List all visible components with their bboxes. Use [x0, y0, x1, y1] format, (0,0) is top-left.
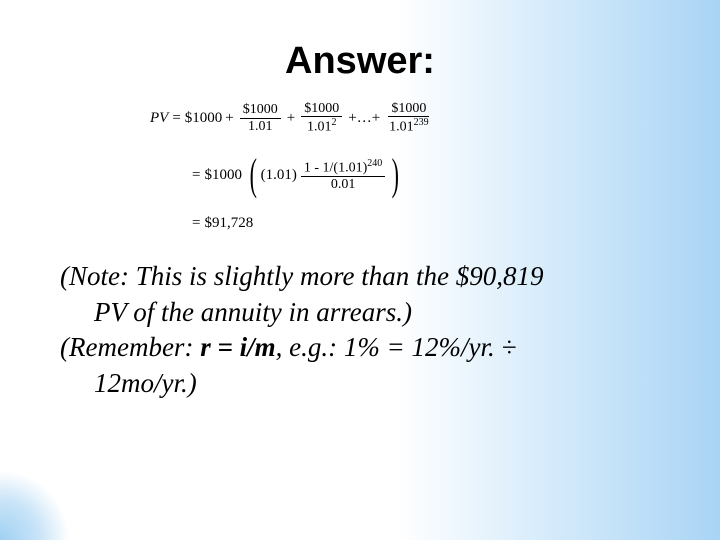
- fraction-n: $1000 1.01239: [386, 101, 432, 135]
- closed-den: 0.01: [328, 177, 359, 192]
- fraction-2: $1000 1.012: [301, 101, 342, 135]
- closed-num: 1 - 1/(1.01)240: [301, 158, 385, 177]
- right-paren-icon: ): [392, 153, 399, 197]
- note-line-1b: PV of the annuity in arrears.): [60, 296, 670, 330]
- fracn-num: $1000: [388, 101, 429, 117]
- equation-line-2: = $1000 ( (1.01) 1 - 1/(1.01)240 0.01 ): [192, 153, 670, 197]
- equals-sign-2: =: [192, 167, 200, 184]
- frac1-den: 1.01: [245, 119, 276, 134]
- note-line-2b: 12mo/yr.): [60, 367, 670, 401]
- equation-line-1: PV = $1000 + $1000 1.01 + $1000 1.012 +……: [150, 101, 670, 135]
- lead-coef: $1000: [204, 167, 242, 184]
- note-line-2a: (Remember: r = i/m, e.g.: 1% = 12%/yr. ÷: [60, 331, 670, 365]
- left-paren-icon: (: [250, 153, 257, 197]
- fraction-1: $1000 1.01: [240, 102, 281, 134]
- pv-symbol: PV: [150, 110, 168, 127]
- plus-2: +: [287, 110, 295, 127]
- note-2c-text: , e.g.: 1% = 12%/yr. ÷: [276, 332, 517, 362]
- inner-factor: (1.01): [261, 167, 297, 184]
- equation-line-3: = $91,728: [192, 215, 670, 232]
- note-line-1a: (Note: This is slightly more than the $9…: [60, 260, 670, 294]
- note-block: (Note: This is slightly more than the $9…: [50, 260, 670, 401]
- ellipsis: +…+: [348, 110, 380, 127]
- fracn-den: 1.01239: [386, 117, 432, 135]
- formula-r-eq-im: r = i/m: [200, 332, 275, 362]
- term-0: $1000: [185, 110, 223, 127]
- equals-sign-3: =: [192, 215, 200, 232]
- frac2-num: $1000: [301, 101, 342, 117]
- slide: Answer: PV = $1000 + $1000 1.01 + $1000 …: [0, 0, 720, 540]
- frac1-num: $1000: [240, 102, 281, 118]
- plus-1: +: [225, 110, 233, 127]
- slide-title: Answer:: [50, 40, 670, 83]
- equals-sign: =: [172, 110, 180, 127]
- big-paren-group: ( (1.01) 1 - 1/(1.01)240 0.01 ): [246, 153, 403, 197]
- result-value: $91,728: [204, 215, 253, 232]
- frac2-den: 1.012: [304, 117, 340, 135]
- equation-block: PV = $1000 + $1000 1.01 + $1000 1.012 +……: [150, 101, 670, 232]
- note-2a-text: (Remember:: [60, 332, 200, 362]
- closed-form-fraction: 1 - 1/(1.01)240 0.01: [301, 158, 385, 192]
